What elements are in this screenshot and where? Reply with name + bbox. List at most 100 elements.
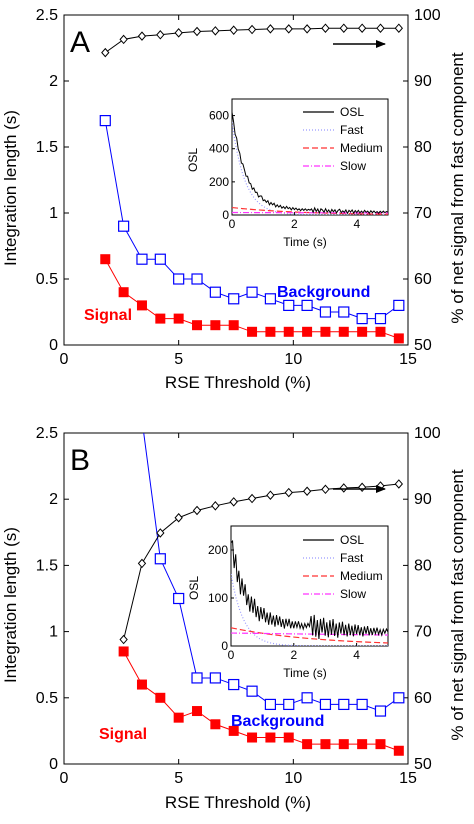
inset-y-tick-label: 600 [209,109,229,123]
x-tick-label: 15 [399,351,417,368]
main-axes: 0 5 10 15 0 0.5 1 1.5 2 2.5 50 60 70 80 90 100 [36,7,441,368]
signal-annotation: Signal [84,307,132,324]
background-point [374,705,387,717]
y2-tick-label: 50 [414,337,432,354]
plot-frame [63,14,409,346]
background-point [154,253,166,265]
background-point [393,299,405,311]
inset-y-label: OSL [187,576,201,600]
signal-annotation: Signal [99,726,147,743]
x-tick-label: 5 [174,770,183,787]
signal-point [192,320,203,331]
signal-point [210,320,221,331]
fast-fraction-point [174,512,183,523]
fast-fraction-point [192,26,202,37]
y2-axis-label: % of net signal from fast component [448,52,467,323]
background-point [173,273,185,285]
fast-fraction-point [211,26,220,36]
y2-tick-label: 80 [414,557,432,574]
y2-tick-label: 90 [414,73,432,90]
inset-y-tick-label: 400 [209,142,229,156]
signal-series-line [123,651,399,752]
y-tick-label: 0 [49,337,58,354]
fast-fraction-point [376,23,385,33]
signal-point [136,679,147,690]
fast-fraction-point [357,482,367,493]
inset-plot-area [231,539,388,646]
y2-tick-label: 100 [414,7,441,24]
y-tick-label: 1.5 [36,139,58,156]
fast-fraction-point [339,23,348,33]
legend-osl: OSL [340,533,364,547]
fast-fraction-point [394,479,403,489]
y2-tick-label: 90 [414,491,432,508]
signal-point [283,326,294,337]
inset-legend: OSL Fast Medium Slow [340,105,383,173]
signal-point [247,326,258,337]
inset-x-tick-label: 2 [291,217,298,231]
inset-y-tick-label: 0 [221,639,228,653]
signal-point [320,326,331,337]
x-tick-label: 0 [60,351,69,368]
background-point [191,273,203,285]
background-point [319,698,332,711]
y2-tick-label: 100 [414,425,441,442]
signal-point [375,739,386,750]
inset-legend: OSL Fast Medium Slow [340,533,383,601]
background-point [264,698,276,711]
signal-point [393,745,404,756]
fast-fraction-point [394,23,403,33]
fast-fraction-point [137,558,147,569]
inset-x-tick-label: 0 [228,648,235,662]
inset-x-tick-label: 4 [353,648,360,662]
legend-medium: Medium [340,569,383,583]
x-tick-label: 5 [174,351,183,368]
fast-fraction-point [156,30,165,40]
main-axes: 0 5 10 15 0 0.5 1 1.5 2 2.5 50 60 70 80 90 100 [36,425,441,787]
signal-point [228,320,239,331]
signal-point [173,712,184,723]
background-point [246,286,258,298]
fast-fraction-point [284,24,293,34]
y2-tick-label: 70 [414,624,432,641]
background-point [154,553,166,565]
signal-point [118,287,129,298]
signal-point [136,300,147,311]
background-point [319,306,332,318]
x-tick-label: 10 [284,351,302,368]
fast-fraction-point [266,24,275,34]
background-point [283,698,295,711]
fast-fraction-point [101,47,110,58]
fast-fraction-point [339,483,348,493]
inset-plot-area [232,112,388,215]
background-point [99,114,111,127]
plot-area [118,433,405,756]
x-axis-label: RSE Threshold (%) [165,373,311,392]
y-tick-label: 2.5 [36,425,58,442]
fast-fraction-point [321,23,330,33]
panel-label: A [70,26,90,59]
signal-point [338,739,349,750]
background-point [338,306,350,318]
inset-y-tick-label: 0 [222,208,229,222]
panel-label: B [70,444,90,477]
signal-point [192,706,203,717]
background-point [301,299,313,311]
signal-point [357,326,368,337]
fast-fraction-point [266,490,275,500]
background-point [393,692,405,704]
signal-point [283,732,294,743]
fast-fraction-point [119,34,128,45]
signal-point [265,732,276,743]
x-tick-label: 15 [399,770,417,787]
y2-tick-label: 80 [414,139,432,156]
inset-axes: OSL Time (s) OSL Fast Medium Slow 0 2 4 0 20… [186,98,389,249]
medium-component-curve [231,627,388,644]
y-tick-label: 0 [49,756,58,773]
background-point [338,698,350,711]
osl-curve [232,112,388,215]
inset-y-label: OSL [186,148,200,172]
signal-point [228,725,239,736]
background-point [173,592,185,605]
y2-tick-label: 50 [414,756,432,773]
